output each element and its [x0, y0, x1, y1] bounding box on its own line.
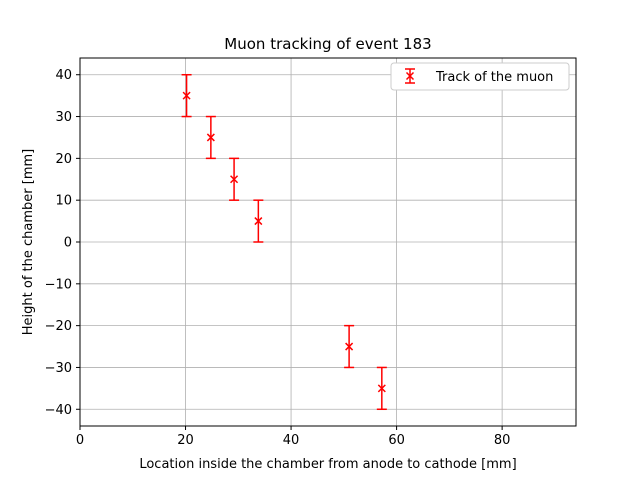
x-marker	[345, 342, 354, 351]
data-point	[205, 115, 216, 160]
y-tick-label: 40	[55, 68, 72, 83]
y-tick-label: −30	[45, 361, 72, 376]
x-tick-label: 40	[283, 433, 300, 448]
legend-x-marker	[405, 71, 415, 81]
x-marker	[206, 133, 215, 142]
x-tick-label: 80	[494, 433, 511, 448]
y-tick-label: −40	[45, 403, 72, 418]
y-tick-label: −20	[45, 319, 72, 334]
y-tick-label: 10	[55, 194, 72, 209]
data-point	[229, 157, 240, 201]
x-tick-label: 60	[388, 433, 405, 448]
legend-box	[390, 62, 570, 91]
y-tick-label: 20	[55, 152, 72, 167]
data-point	[181, 73, 192, 118]
x-tick-label: 20	[177, 433, 194, 448]
data-points	[181, 73, 387, 411]
axis-ticks: 0 20 40 60 80 −40 −30 −20 −10 0 10 20 30 40	[45, 68, 511, 448]
chart-title: Muon tracking of event 183	[224, 35, 431, 53]
x-tick-label: 0	[76, 433, 84, 448]
data-point	[344, 324, 355, 369]
grid-lines	[79, 58, 576, 426]
y-tick-label: 30	[55, 110, 72, 125]
y-tick-label: −10	[45, 277, 72, 292]
legend: Track of the muon	[390, 62, 570, 91]
y-tick-label: 0	[64, 236, 72, 251]
x-marker	[377, 384, 386, 393]
x-marker	[254, 217, 263, 226]
x-marker	[182, 91, 191, 100]
x-axis-label: Location inside the chamber from anode t…	[139, 457, 516, 472]
legend-entry-track: Track of the muon	[435, 70, 553, 85]
data-point	[376, 366, 387, 411]
legend-marker	[405, 68, 415, 84]
x-marker	[230, 175, 239, 184]
data-point	[253, 199, 264, 243]
y-axis-label: Height of the chamber [mm]	[21, 149, 36, 335]
